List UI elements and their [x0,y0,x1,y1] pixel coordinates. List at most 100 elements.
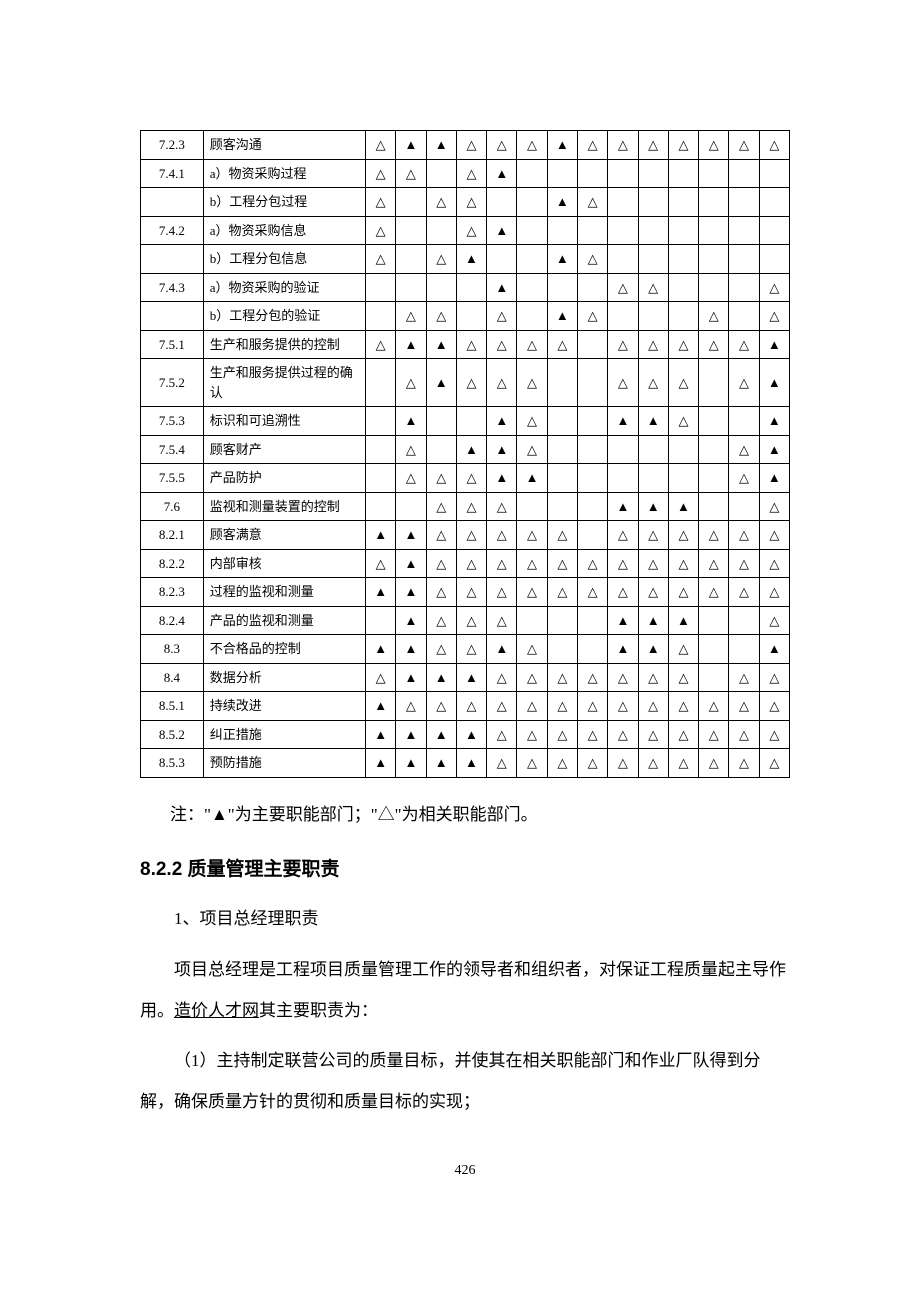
cell-id: 8.3 [141,635,204,664]
cell-symbol: ▲ [396,407,426,436]
cell-symbol [668,302,698,331]
cell-symbol [517,245,547,274]
cell-symbol [365,407,395,436]
cell-symbol: △ [456,188,486,217]
cell-symbol: ▲ [426,330,456,359]
cell-symbol [547,464,577,493]
cell-symbol: ▲ [396,720,426,749]
cell-symbol [699,273,729,302]
cell-symbol: △ [426,606,456,635]
cell-symbol: ▲ [487,464,517,493]
cell-desc: 顾客财产 [203,435,365,464]
responsibility-matrix-table: 7.2.3顾客沟通△▲▲△△△▲△△△△△△△7.4.1a）物资采购过程△△△▲… [140,130,790,778]
cell-symbol [577,407,607,436]
cell-symbol: △ [487,549,517,578]
cell-id: 8.2.3 [141,578,204,607]
cell-symbol: △ [456,131,486,160]
cell-symbol: △ [608,578,638,607]
cell-symbol: △ [638,720,668,749]
cell-symbol: ▲ [426,663,456,692]
cell-symbol: △ [729,464,759,493]
cell-symbol: ▲ [608,606,638,635]
cell-symbol: △ [426,521,456,550]
cell-symbol: △ [487,720,517,749]
cell-symbol: △ [608,663,638,692]
cell-symbol: △ [396,359,426,407]
cell-symbol: △ [699,549,729,578]
cell-desc: 产品防护 [203,464,365,493]
cell-symbol: △ [396,464,426,493]
cell-symbol [426,273,456,302]
cell-id: 7.4.2 [141,216,204,245]
cell-symbol: △ [396,435,426,464]
cell-symbol: △ [668,407,698,436]
cell-desc: 顾客沟通 [203,131,365,160]
cell-symbol: △ [638,549,668,578]
cell-symbol: △ [638,131,668,160]
cell-desc: 监视和测量装置的控制 [203,492,365,521]
cell-symbol [396,245,426,274]
cell-id: 8.2.4 [141,606,204,635]
cell-symbol: △ [517,635,547,664]
cell-desc: 持续改进 [203,692,365,721]
cell-symbol [577,521,607,550]
cell-symbol [547,273,577,302]
paragraph-1: 1、项目总经理职责 [140,899,790,940]
cell-symbol: △ [668,131,698,160]
cell-symbol: △ [487,359,517,407]
cell-symbol: ▲ [426,720,456,749]
cell-symbol: ▲ [638,606,668,635]
cell-symbol: △ [426,464,456,493]
cell-symbol: △ [668,330,698,359]
cell-symbol [638,435,668,464]
cell-symbol [729,407,759,436]
cell-symbol: △ [517,359,547,407]
cell-symbol [365,435,395,464]
cell-symbol: ▲ [668,606,698,635]
cell-symbol: △ [759,521,789,550]
cell-symbol: △ [517,330,547,359]
cell-symbol [668,273,698,302]
cell-symbol: △ [456,521,486,550]
cell-symbol [608,216,638,245]
cell-symbol [759,245,789,274]
cell-symbol: △ [365,216,395,245]
cell-desc: b）工程分包过程 [203,188,365,217]
cell-desc: a）物资采购信息 [203,216,365,245]
cell-symbol: ▲ [759,407,789,436]
cell-symbol: △ [426,692,456,721]
table-row: b）工程分包的验证△△△▲△△△ [141,302,790,331]
cell-symbol: △ [608,549,638,578]
page-number: 426 [140,1163,790,1179]
cell-symbol [577,359,607,407]
cell-symbol [396,492,426,521]
cell-symbol: △ [638,330,668,359]
cell-symbol: △ [759,492,789,521]
cell-symbol [638,216,668,245]
cell-symbol: △ [668,663,698,692]
cell-symbol: △ [456,464,486,493]
cell-symbol: ▲ [456,663,486,692]
cell-symbol: △ [668,749,698,778]
cell-id [141,245,204,274]
section-heading: 8.2.2 质量管理主要职责 [140,854,790,881]
cell-symbol: △ [729,521,759,550]
cell-symbol: △ [608,330,638,359]
cell-symbol [699,407,729,436]
paragraph-2: 项目总经理是工程项目质量管理工作的领导者和组织者，对保证工程质量起主导作用。造价… [140,950,790,1032]
cell-symbol: △ [759,578,789,607]
cell-symbol: ▲ [547,245,577,274]
cell-symbol [396,188,426,217]
cell-symbol [608,188,638,217]
cell-symbol: △ [517,407,547,436]
cell-symbol: △ [729,549,759,578]
cell-id: 8.5.2 [141,720,204,749]
cell-symbol [517,302,547,331]
cell-symbol [517,606,547,635]
cell-symbol: △ [699,692,729,721]
table-row: 7.5.2生产和服务提供过程的确认△▲△△△△△△△▲ [141,359,790,407]
cell-symbol: △ [638,663,668,692]
table-row: 8.2.2内部审核△▲△△△△△△△△△△△△ [141,549,790,578]
cell-symbol [638,302,668,331]
cell-symbol: ▲ [365,635,395,664]
